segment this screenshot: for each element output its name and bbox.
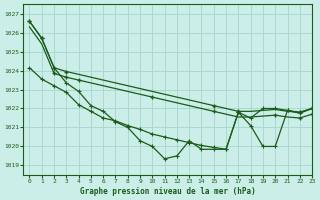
X-axis label: Graphe pression niveau de la mer (hPa): Graphe pression niveau de la mer (hPa) xyxy=(80,187,256,196)
